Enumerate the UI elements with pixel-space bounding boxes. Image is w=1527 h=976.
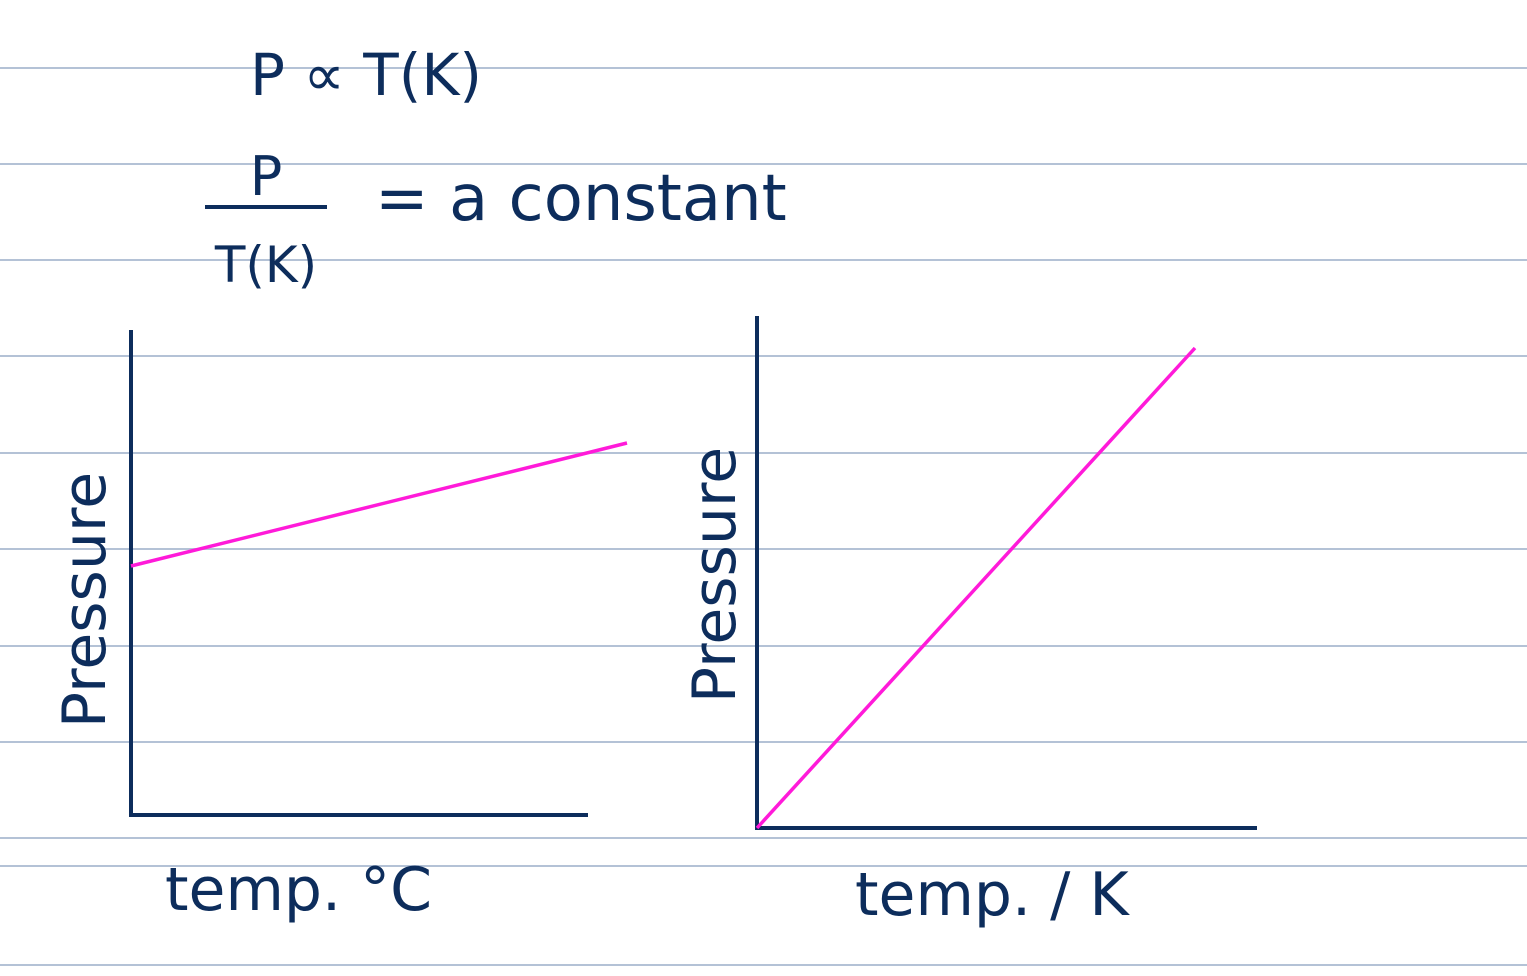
fraction-denominator: T(K): [214, 236, 317, 294]
plot-line: [755, 346, 1197, 830]
ruled-lines: [0, 67, 1527, 966]
fraction-numerator: P: [250, 145, 283, 208]
plot-line: [130, 441, 628, 568]
y-axis-label: Pressure: [50, 472, 120, 728]
equation-rhs: = a constant: [375, 162, 787, 236]
x-axis-label: temp. °C: [165, 855, 432, 925]
graph-celsius: Pressure temp. °C: [50, 330, 628, 925]
proportionality: P ∝ T(K): [250, 41, 482, 109]
axes: [129, 330, 588, 817]
axes: [755, 316, 1257, 830]
graph-kelvin: Pressure temp. / K: [680, 316, 1257, 930]
x-axis-label: temp. / K: [855, 860, 1130, 930]
y-axis-label: Pressure: [680, 447, 750, 703]
